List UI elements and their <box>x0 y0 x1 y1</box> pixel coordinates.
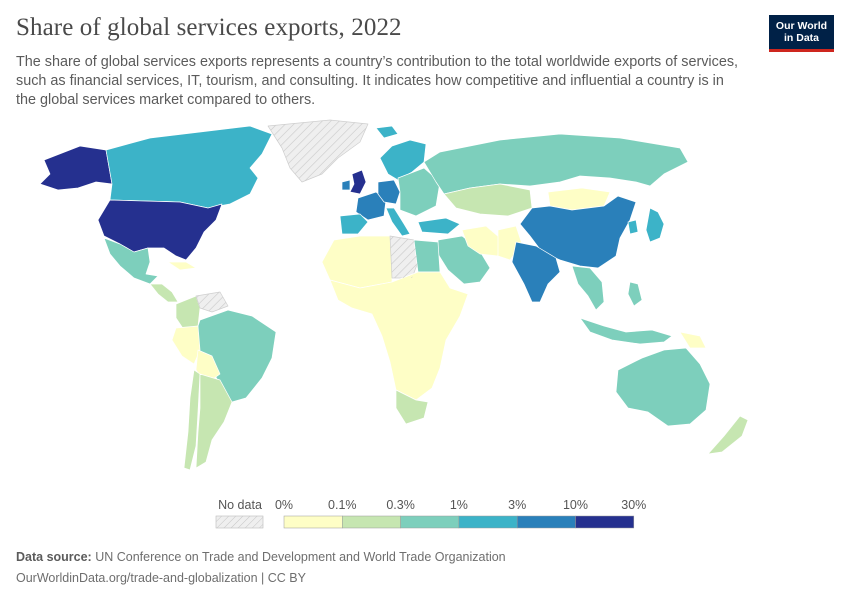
region-indonesia[interactable]: Indonesia <box>579 317 673 345</box>
region-mexico[interactable]: Mexico <box>103 237 159 285</box>
legend-tick-label: 30% <box>621 498 646 512</box>
legend-tick-label: 10% <box>563 498 588 512</box>
legend-tick-label: 1% <box>450 498 468 512</box>
region-canada[interactable]: Canada <box>105 125 273 209</box>
logo-line-2: in Data <box>783 32 819 44</box>
region-new-zealand[interactable]: New Zealand <box>707 415 749 455</box>
region-philippines[interactable]: Philippines <box>627 281 643 307</box>
legend-bin-3[interactable] <box>458 515 518 529</box>
region-iceland[interactable]: Iceland <box>375 125 399 139</box>
region-india[interactable]: India <box>511 241 561 303</box>
legend-no-data-label: No data <box>218 498 262 512</box>
region-turkey[interactable]: Turkey <box>417 217 461 235</box>
region-south-africa[interactable]: South Africa <box>395 389 429 425</box>
region-japan[interactable]: Japan <box>645 207 665 243</box>
footer-url[interactable]: OurWorldinData.org/trade-and-globalizati… <box>16 571 306 585</box>
region-usa[interactable]: United States <box>97 199 223 261</box>
legend-tick-label: 0.1% <box>328 498 357 512</box>
region-spain[interactable]: Spain <box>339 213 369 235</box>
data-source-text: UN Conference on Trade and Development a… <box>95 550 506 564</box>
legend-bin-0[interactable] <box>283 515 343 529</box>
chart-title: Share of global services exports, 2022 <box>16 14 402 41</box>
region-argentina[interactable]: Argentina <box>195 373 233 469</box>
legend-tick-label: 3% <box>508 498 526 512</box>
region-egypt[interactable]: Egypt <box>413 239 441 273</box>
logo-line-1: Our World <box>775 20 828 32</box>
region-ireland[interactable]: Ireland <box>341 179 351 191</box>
legend-bin-2[interactable] <box>400 515 460 529</box>
owid-logo[interactable]: Our World in Data <box>769 15 834 52</box>
region-colombia[interactable]: Colombia <box>175 295 201 331</box>
region-cuba[interactable]: Cuba <box>167 261 197 271</box>
legend-bins <box>283 515 635 529</box>
region-central-america[interactable]: Central America <box>149 283 179 303</box>
legend-ticks: 0% 0.1% 0.3% 1% 3% 10% 30% <box>275 498 646 512</box>
region-australia[interactable]: Australia <box>615 347 711 427</box>
region-chile[interactable]: Chile <box>183 369 201 471</box>
region-sub-saharan-africa[interactable]: Sub-Saharan Africa <box>329 271 469 401</box>
region-eastern-europe[interactable]: Eastern Europe <box>397 167 441 217</box>
chart-subtitle: The share of global services exports rep… <box>16 54 739 108</box>
region-russia[interactable]: Russia <box>423 133 689 195</box>
data-source-label: Data source: <box>16 550 92 564</box>
data-source: Data source: UN Conference on Trade and … <box>16 547 506 568</box>
region-southeast-asia[interactable]: Southeast Asia <box>571 265 605 311</box>
region-north-africa[interactable]: North Africa <box>321 235 393 289</box>
region-uk[interactable]: United Kingdom <box>349 169 367 195</box>
footer: Data source: UN Conference on Trade and … <box>16 547 506 589</box>
region-germany[interactable]: Germany <box>377 179 401 205</box>
legend-tick-label: 0.3% <box>386 498 415 512</box>
legend-tick-label: 0% <box>275 498 293 512</box>
legend-bin-1[interactable] <box>342 515 401 529</box>
color-legend: No data 0% 0.1% 0.3% 1% 3% 10% 30% <box>215 498 646 529</box>
region-china[interactable]: China <box>519 195 637 269</box>
region-alaska[interactable]: Alaska <box>39 145 113 191</box>
region-peru[interactable]: Peru <box>171 325 201 365</box>
region-png[interactable]: Papua New Guinea <box>679 331 707 349</box>
region-italy[interactable]: Italy <box>385 207 411 237</box>
world-map: Greenland Alaska Canada United States Me… <box>39 119 749 471</box>
legend-bin-5[interactable] <box>575 515 635 529</box>
region-korea[interactable]: Korea <box>627 219 639 235</box>
region-france[interactable]: France <box>355 191 387 221</box>
legend-bin-4[interactable] <box>516 515 576 529</box>
no-data-hatching <box>196 120 418 312</box>
